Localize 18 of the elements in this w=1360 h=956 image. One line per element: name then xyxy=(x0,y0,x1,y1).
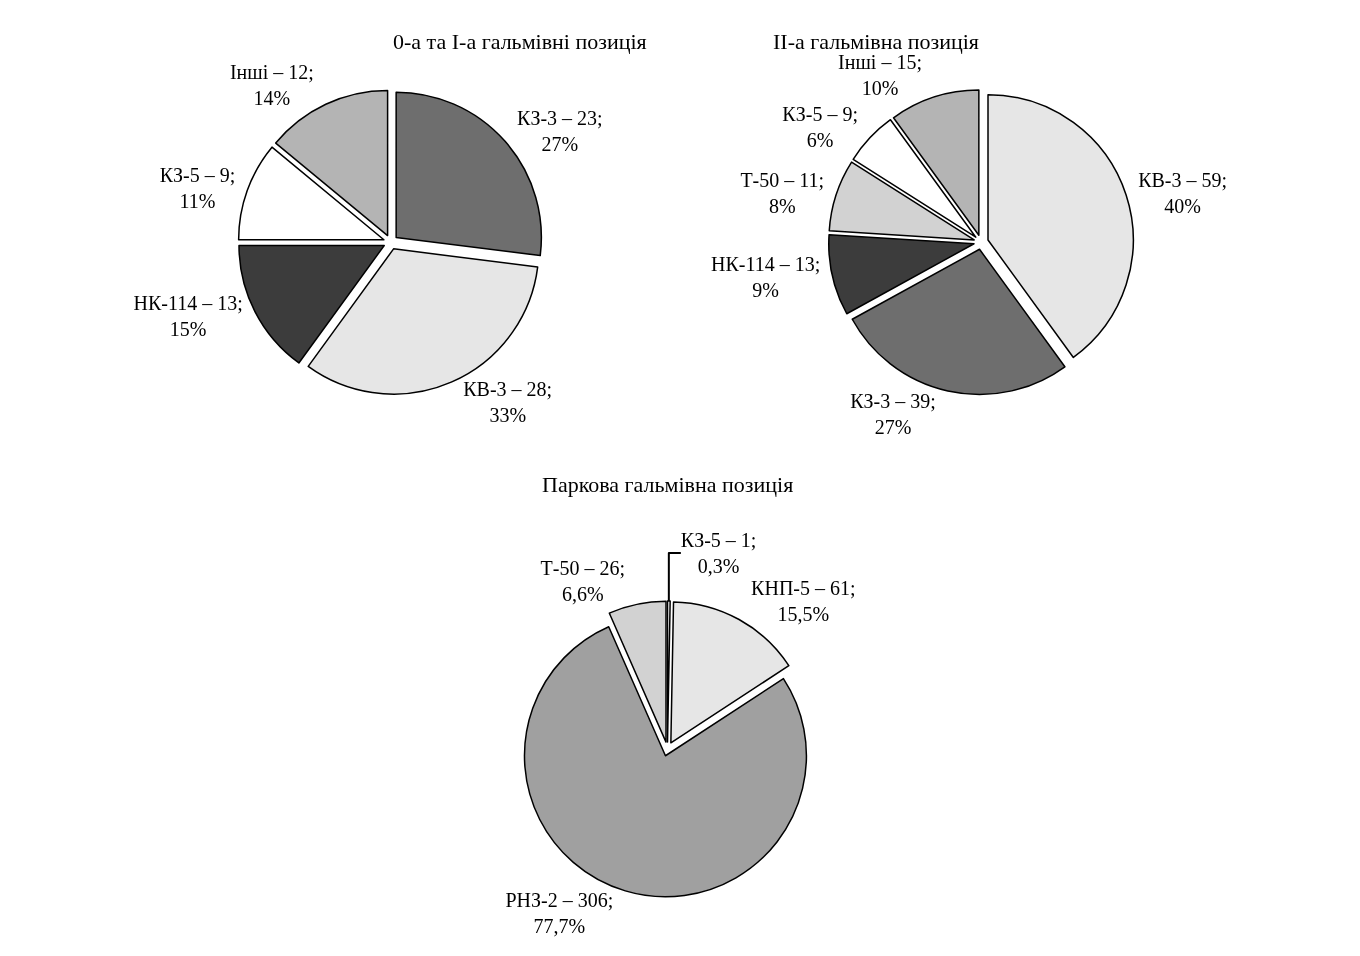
slice-label: КВ-3 – 59; 40% xyxy=(1138,168,1228,217)
slice-label: Інші – 12; 14% xyxy=(229,60,314,109)
slice-label: КНП-5 – 61; 15,5% xyxy=(751,577,856,626)
slice-label: Т-50 – 11; 8% xyxy=(740,168,825,217)
slice-label: КЗ-3 – 23; 27% xyxy=(517,106,603,155)
slice-label: НК-114 – 13; 9% xyxy=(711,252,821,301)
slice-label: КЗ-5 – 1; 0,3% xyxy=(680,529,757,578)
chart-title: Паркова гальмівна позиція xyxy=(542,472,794,497)
slice-label: КВ-3 – 28; 33% xyxy=(463,378,553,427)
chart-title: 0-а та І-а гальмівні позиція xyxy=(393,29,647,54)
slice-label: КЗ-5 – 9; 6% xyxy=(782,102,858,151)
slice-label: КЗ-5 – 9; 11% xyxy=(159,163,236,212)
slice-label: Інші – 15; 10% xyxy=(838,51,922,100)
slice-label: КЗ-3 – 39; 27% xyxy=(850,389,936,438)
chart-title: ІІ-а гальмівна позиція xyxy=(773,29,979,54)
slice-label: РНЗ-2 – 306; 77,7% xyxy=(505,888,614,937)
slice-label: Т-50 – 26; 6,6% xyxy=(540,557,626,606)
slice-label: НК-114 – 13; 15% xyxy=(133,292,243,341)
